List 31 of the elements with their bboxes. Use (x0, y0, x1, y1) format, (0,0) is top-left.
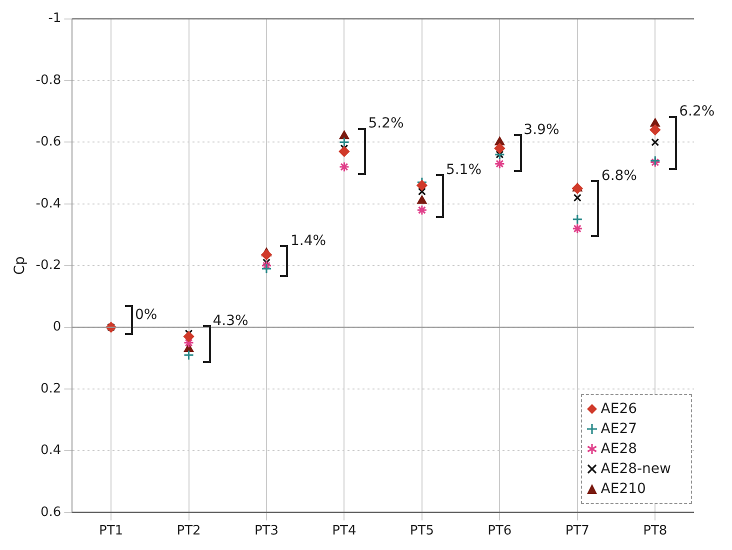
annotation: 6.8% (601, 168, 637, 184)
x-tick-label: PT3 (254, 524, 279, 539)
y-tick-label: -0.8 (36, 72, 62, 88)
legend-label: AE28 (600, 440, 638, 460)
y-tick-label: 0.2 (40, 381, 62, 396)
annotation: 0% (135, 306, 158, 323)
y-tick-label: -1 (48, 11, 62, 26)
annotation: 6.2% (679, 103, 715, 120)
legend-label: AE210 (600, 480, 646, 500)
x-tick-label: PT2 (176, 524, 201, 539)
x-tick-label: PT7 (565, 524, 590, 539)
annotation: 1.4% (290, 232, 326, 249)
y-tick-label: -0.6 (36, 134, 62, 150)
x-tick-label: PT5 (410, 524, 434, 539)
x-tick-label: PT4 (332, 524, 356, 539)
y-tick-label: 0.6 (40, 504, 62, 520)
y-tick-label: 0 (52, 320, 62, 335)
x-tick-label: PT8 (643, 524, 668, 539)
annotation: 4.3% (212, 313, 248, 330)
annotation: 3.9% (524, 122, 560, 138)
x-tick-label: PT1 (99, 524, 124, 539)
annotation: 5.2% (368, 116, 404, 132)
annotation: 5.1% (446, 162, 482, 178)
y-tick-label: 0.4 (40, 443, 62, 458)
y-tick-label: -0.2 (36, 258, 62, 273)
legend-label: AE27 (600, 420, 638, 440)
legend-label: AE26 (600, 400, 638, 420)
y-tick-label: -0.4 (36, 196, 62, 212)
legend-label: AE28-new (600, 460, 671, 480)
y-axis-title: Cp (12, 256, 28, 275)
x-tick-label: PT6 (488, 524, 512, 539)
